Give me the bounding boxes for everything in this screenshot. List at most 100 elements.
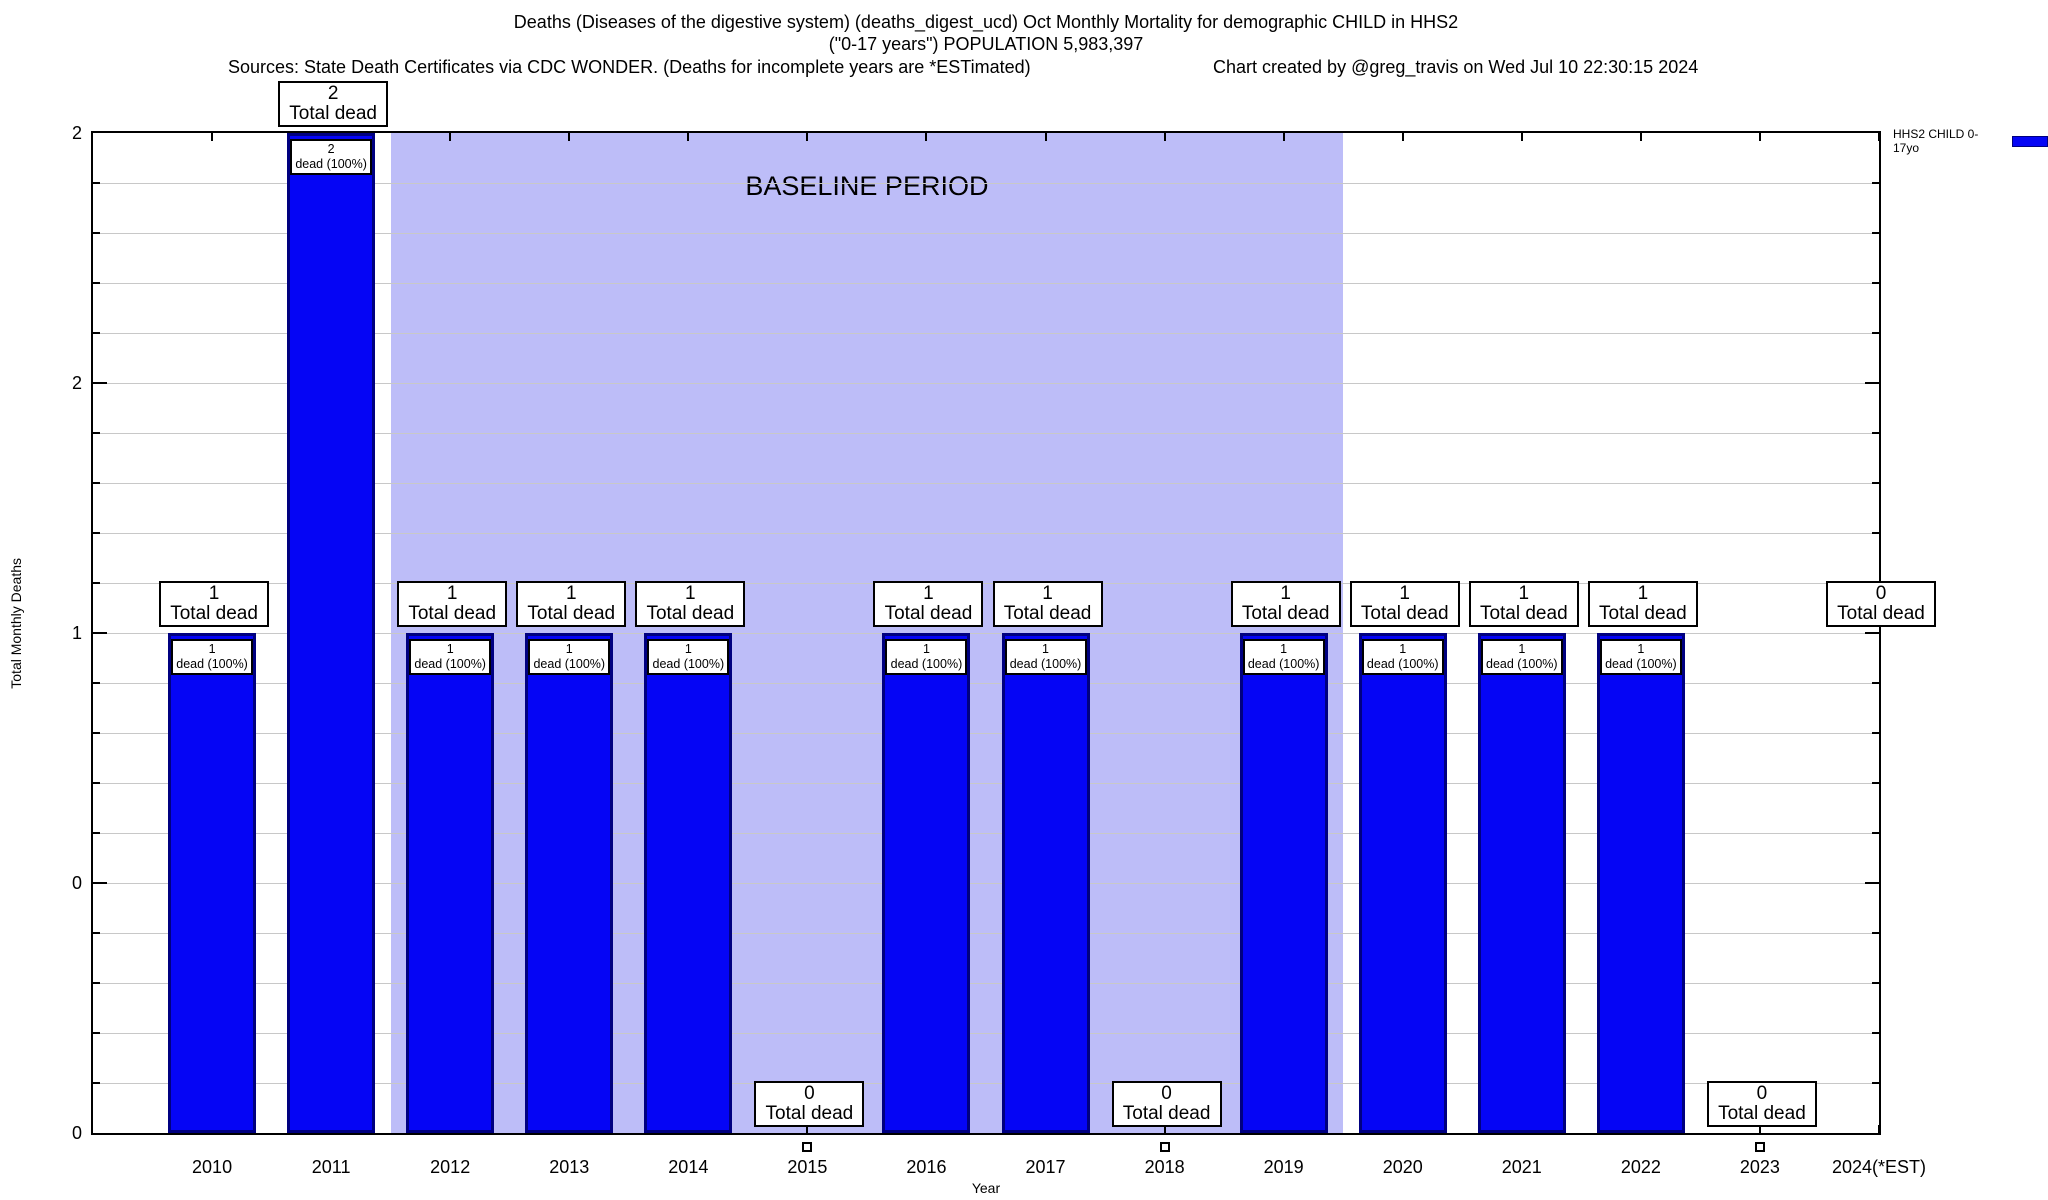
bar-inner-label: 1 dead (100%) bbox=[528, 639, 611, 675]
bar-inner-label: 1 dead (100%) bbox=[1242, 639, 1325, 675]
y-tick bbox=[93, 182, 100, 184]
y-tick-label: 1 bbox=[71, 623, 82, 643]
bar-total-value: 2 bbox=[327, 83, 339, 104]
gridline bbox=[93, 482, 1879, 484]
bar-inner-text: dead (100%) bbox=[533, 657, 606, 671]
bar-inner-label: 1 dead (100%) bbox=[885, 639, 968, 675]
gridline bbox=[93, 432, 1879, 434]
label-leader-line bbox=[1758, 1125, 1761, 1133]
x-tick-label: 2017 bbox=[1025, 1157, 1066, 1177]
y-tick bbox=[1865, 382, 1879, 384]
y-tick bbox=[93, 582, 100, 584]
gridline bbox=[93, 882, 1879, 884]
gridline bbox=[93, 782, 1879, 784]
bar-total-label: 1 Total dead bbox=[516, 581, 627, 627]
legend: HHS2 CHILD 0-17yo bbox=[1893, 127, 2048, 155]
x-tick bbox=[806, 133, 809, 141]
x-tick-label: 2024(*EST) bbox=[1831, 1157, 1927, 1177]
x-tick bbox=[1639, 133, 1642, 141]
y-tick bbox=[1872, 1082, 1879, 1084]
gridline bbox=[93, 932, 1879, 934]
bar-total-label: 1 Total dead bbox=[159, 581, 270, 627]
bar-total-value: 0 bbox=[1161, 1083, 1172, 1104]
y-tick bbox=[93, 532, 100, 534]
gridline bbox=[93, 1032, 1879, 1034]
y-tick bbox=[1872, 932, 1879, 934]
bar-inner-value: 1 bbox=[1042, 642, 1049, 656]
y-tick bbox=[1872, 732, 1879, 734]
plot-area: BASELINE PERIOD 1 dead (100%) 1 Total dead 2 d… bbox=[91, 81, 1936, 1152]
bar-total-value: 1 bbox=[208, 583, 220, 604]
bar-total-value: 1 bbox=[565, 583, 577, 604]
bar-total-label: 1 Total dead bbox=[1230, 581, 1341, 627]
bar-total-label: 1 Total dead bbox=[992, 581, 1103, 627]
y-tick bbox=[1872, 282, 1879, 284]
y-tick bbox=[93, 882, 107, 884]
credit-note: Chart created by @greg_travis on Wed Jul… bbox=[1213, 57, 1699, 77]
bar-inner-value: 2 bbox=[327, 142, 335, 156]
bar-total-value: 1 bbox=[1637, 583, 1649, 604]
bar-inner-text: dead (100%) bbox=[1486, 657, 1558, 671]
label-leader-line bbox=[1163, 1125, 1166, 1133]
bar-inner-text: dead (100%) bbox=[1605, 657, 1677, 671]
x-tick bbox=[211, 133, 214, 141]
bar-inner-text: dead (100%) bbox=[1247, 657, 1320, 671]
y-tick bbox=[93, 682, 100, 684]
gridline bbox=[93, 232, 1879, 234]
baseline-period-label: BASELINE PERIOD bbox=[745, 171, 989, 201]
x-tick-label: 2012 bbox=[430, 1157, 471, 1177]
bar-total-label: 0 Total dead bbox=[754, 1081, 865, 1127]
bar-total-text: Total dead bbox=[1599, 603, 1687, 624]
legend-label: HHS2 CHILD 0-17yo bbox=[1893, 127, 1979, 155]
y-tick bbox=[93, 632, 107, 634]
gridline bbox=[93, 632, 1879, 634]
gridline bbox=[93, 532, 1879, 534]
chart-title-line1: Deaths (Diseases of the digestive system… bbox=[513, 12, 1459, 32]
gridline bbox=[93, 182, 1879, 184]
bar-total-value: 1 bbox=[446, 583, 458, 604]
bar-2011: 2 dead (100%) bbox=[287, 133, 376, 1133]
bar-total-value: 1 bbox=[1042, 583, 1053, 604]
x-tick bbox=[1163, 133, 1166, 141]
bar-total-value: 1 bbox=[1518, 583, 1530, 604]
gridline bbox=[93, 1082, 1879, 1084]
bar-2014: 1 dead (100%) bbox=[644, 633, 733, 1133]
gridline bbox=[93, 332, 1879, 334]
bar-total-label: 2 Total dead bbox=[278, 81, 389, 127]
bar-total-text: Total dead bbox=[527, 603, 616, 624]
y-tick-label: 0 bbox=[71, 1123, 82, 1143]
y-tick bbox=[93, 1032, 100, 1034]
x-tick-label: 2014 bbox=[668, 1157, 709, 1177]
bar-total-label: 0 Total dead bbox=[1826, 581, 1936, 627]
x-tick bbox=[1758, 133, 1761, 141]
gridline bbox=[93, 832, 1879, 834]
bar-total-text: Total dead bbox=[1122, 1103, 1211, 1124]
bar-inner-value: 1 bbox=[446, 642, 454, 656]
bar-total-value: 0 bbox=[1875, 583, 1887, 604]
bar-2010: 1 dead (100%) bbox=[168, 633, 257, 1133]
bar-total-label: 1 Total dead bbox=[1349, 581, 1460, 627]
bar-inner-text: dead (100%) bbox=[295, 157, 367, 171]
y-tick bbox=[1872, 532, 1879, 534]
bar-total-text: Total dead bbox=[884, 603, 973, 624]
bar-inner-value: 1 bbox=[1280, 642, 1288, 656]
bar-total-label: 1 Total dead bbox=[397, 581, 508, 627]
bar-total-text: Total dead bbox=[1360, 603, 1449, 624]
bar-inner-text: dead (100%) bbox=[1366, 657, 1439, 671]
x-tick bbox=[687, 133, 690, 141]
x-tick bbox=[1878, 133, 1880, 141]
x-axis-title: Year bbox=[971, 1180, 1001, 1196]
bar-inner-label: 1 dead (100%) bbox=[409, 639, 492, 675]
bar-inner-label: 1 dead (100%) bbox=[171, 639, 254, 675]
y-tick bbox=[93, 282, 100, 284]
bar-2017: 1 dead (100%) bbox=[1001, 633, 1090, 1133]
bar-inner-label: 2 dead (100%) bbox=[290, 139, 373, 175]
y-tick bbox=[1865, 632, 1879, 634]
y-tick bbox=[93, 232, 100, 234]
y-tick bbox=[93, 932, 100, 934]
bar-inner-label: 1 dead (100%) bbox=[1004, 639, 1087, 675]
bar-total-value: 0 bbox=[804, 1083, 815, 1104]
x-tick bbox=[449, 133, 452, 141]
bar-2022: 1 dead (100%) bbox=[1596, 633, 1685, 1133]
